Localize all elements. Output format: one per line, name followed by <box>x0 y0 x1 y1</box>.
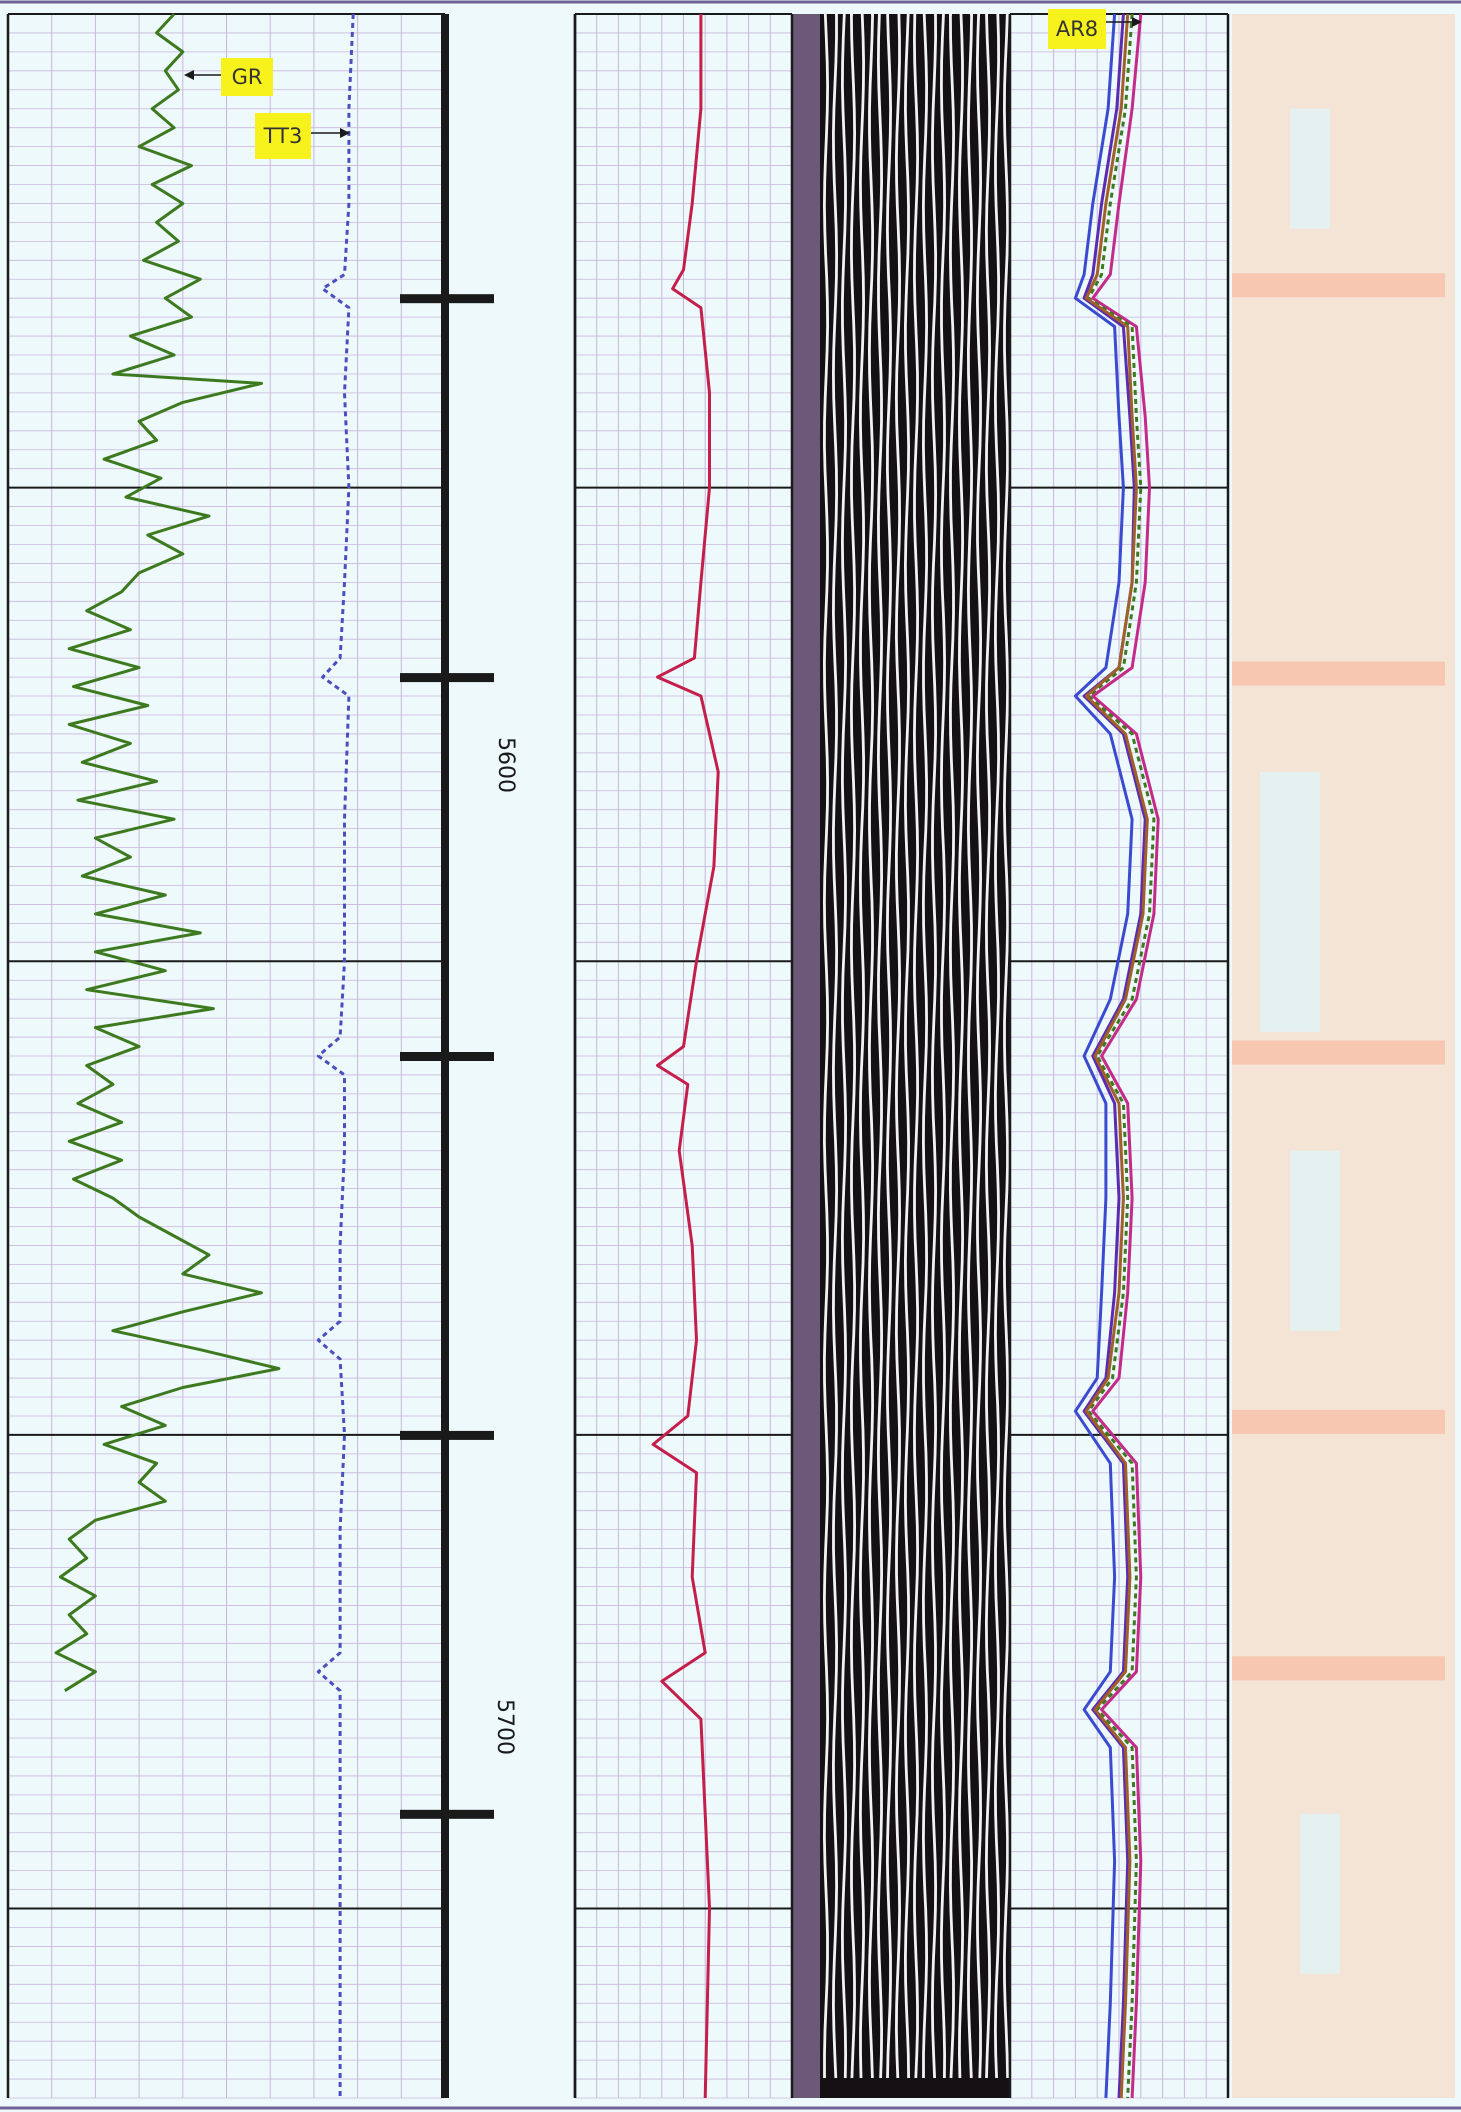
series-curve <box>1091 13 1160 2099</box>
ar8-tag-text: AR8 <box>1056 17 1098 41</box>
image-track-pale <box>1260 771 1320 1032</box>
image-track-band <box>1232 661 1445 686</box>
tt3-tag: TT3 <box>255 113 350 159</box>
waveform-line <box>966 12 974 2079</box>
waveform-line <box>1002 12 1010 2079</box>
waveform-line <box>858 12 866 2079</box>
waveform-line <box>948 12 956 2079</box>
series-curve <box>1087 13 1156 2099</box>
depth-label-5700: 5700 <box>492 1699 517 1755</box>
series-curve <box>651 14 720 2099</box>
waveform-line <box>876 12 884 2079</box>
image-track-pale <box>1290 1150 1340 1331</box>
tt3-tag-arrow <box>340 128 350 138</box>
curves <box>54 12 1160 2099</box>
image-track-pale <box>1290 108 1330 229</box>
waveform-line <box>984 12 992 2079</box>
gr-tag: GR <box>184 58 273 96</box>
series-curve <box>1084 13 1149 2099</box>
gr-tag-text: GR <box>232 65 263 89</box>
depth-label-5600: 5600 <box>493 737 518 793</box>
tt3-tag-text: TT3 <box>263 124 303 148</box>
tt3-curve <box>316 13 355 2098</box>
gr-tag-box <box>221 58 273 96</box>
depth-tick <box>400 673 494 683</box>
ar8-tag-box <box>1048 9 1106 49</box>
waveform-line <box>831 12 839 2079</box>
waveform-line <box>849 12 857 2079</box>
waveform-line <box>867 12 875 2079</box>
waveform-line <box>993 12 1001 2079</box>
waveform-bg <box>792 14 1010 2098</box>
image-track <box>1232 14 1455 2098</box>
image-track-band <box>1232 1656 1445 1681</box>
depth-tick <box>400 1430 494 1440</box>
waveform-line <box>939 12 947 2079</box>
waveform-band <box>792 14 820 2098</box>
waveform-track <box>792 12 1010 2098</box>
depth-tick <box>400 1052 494 1061</box>
depth-tick <box>400 1809 494 1819</box>
ar8-tag-arrow <box>1132 17 1142 27</box>
waveform-line <box>903 12 911 2079</box>
image-track-pale <box>1300 1813 1340 1974</box>
waveform-line <box>894 12 902 2079</box>
depth-tick <box>400 294 494 304</box>
waveform-line <box>912 12 920 2079</box>
waveform-line <box>975 12 983 2079</box>
image-track-band <box>1232 1040 1445 1065</box>
series-curve <box>1073 13 1134 2099</box>
waveform-line <box>840 12 848 2079</box>
image-track-band <box>1232 1409 1445 1434</box>
ar8-curve <box>1082 13 1147 2099</box>
depth-ticks <box>400 14 494 2098</box>
waveform-line <box>885 12 893 2079</box>
waveform-line <box>930 12 938 2079</box>
ar8-tag: AR8 <box>1048 9 1142 49</box>
waveform-line <box>921 12 929 2078</box>
waveform-line <box>822 12 830 2078</box>
image-track-band <box>1232 273 1445 298</box>
waveform-line <box>957 13 965 2079</box>
gr-curve <box>54 12 281 1692</box>
tt3-tag-box <box>255 113 311 159</box>
gr-tag-arrow <box>184 70 194 80</box>
